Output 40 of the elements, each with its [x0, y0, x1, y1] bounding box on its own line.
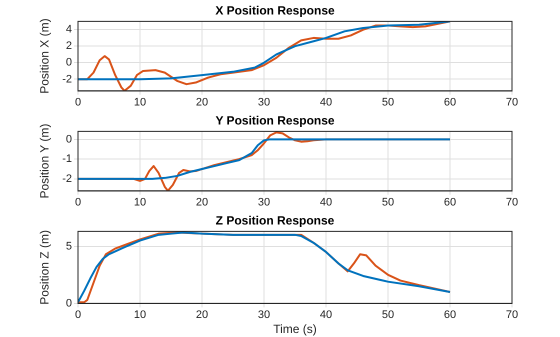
- x-tick-label: 30: [258, 96, 270, 108]
- y-tick-label: 0: [66, 56, 72, 69]
- x-tick-label: 0: [74, 196, 82, 208]
- y-tick-label: 2: [66, 40, 72, 52]
- x-tick-label: 10: [134, 96, 146, 108]
- y-axis-title: Position X (m): [38, 18, 52, 94]
- x-tick-label: 0: [74, 309, 82, 322]
- x-tick-label: 60: [444, 196, 456, 208]
- x-tick-label: 20: [196, 96, 208, 108]
- x-tick-label: 70: [506, 96, 518, 108]
- y-tick-label: 5: [66, 240, 72, 252]
- x-tick-label: 20: [196, 309, 208, 322]
- y-axis-title: Position Z (m): [38, 230, 52, 305]
- x-tick-label: 0: [74, 96, 82, 108]
- x-tick-label: 70: [506, 309, 518, 322]
- x-tick-label: 30: [258, 196, 270, 208]
- y-tick-label: -2: [62, 73, 72, 86]
- x-tick-label: 10: [134, 196, 146, 208]
- x-tick-label: 60: [444, 96, 456, 108]
- chart-title: Y Position Response: [215, 114, 335, 128]
- x-tick-label: 40: [320, 196, 332, 208]
- x-axis-title: Time (s): [273, 322, 317, 336]
- x-tick-label: 40: [320, 309, 332, 322]
- x-tick-label: 40: [320, 96, 332, 108]
- x-tick-label: 20: [196, 196, 208, 208]
- y-tick-label: -1: [62, 153, 72, 166]
- y-tick-label: 4: [66, 24, 72, 36]
- x-tick-label: 50: [382, 96, 394, 108]
- x-tick-label: 50: [382, 196, 394, 208]
- y-axis-title: Position Y (m): [38, 124, 52, 199]
- x-tick-label: 60: [444, 309, 456, 322]
- x-tick-label: 70: [506, 196, 518, 208]
- chart-title: X Position Response: [215, 4, 335, 18]
- y-tick-label: -2: [62, 172, 72, 185]
- chart-title: Z Position Response: [216, 214, 335, 228]
- x-tick-label: 10: [134, 309, 146, 322]
- x-tick-label: 30: [258, 309, 270, 322]
- y-tick-label: 0: [66, 133, 72, 146]
- y-tick-label: 0: [66, 297, 72, 310]
- x-tick-label: 50: [382, 309, 394, 322]
